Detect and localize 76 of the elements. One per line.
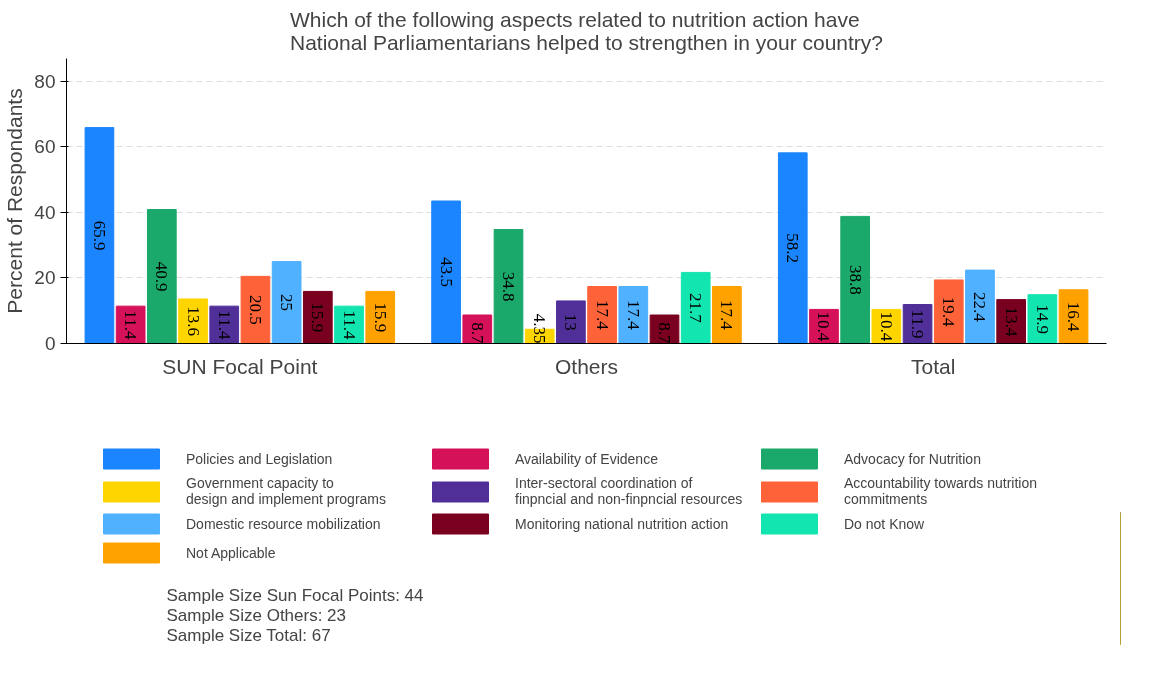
bar bbox=[649, 314, 680, 344]
legend-label: Accountability towards nutrition commitments bbox=[844, 475, 1038, 507]
text: Sample Size Others: 23 bbox=[166, 605, 347, 625]
data-label: 22.4 bbox=[970, 291, 990, 323]
legend-label: Advocacy for Nutrition bbox=[844, 450, 982, 467]
bar bbox=[462, 314, 493, 344]
data-label: 40.9 bbox=[152, 261, 172, 292]
bar bbox=[996, 299, 1027, 344]
data-label: 15.9 bbox=[370, 302, 390, 333]
bar bbox=[365, 290, 396, 344]
bar bbox=[618, 286, 649, 344]
x-tick-label: Total bbox=[910, 354, 956, 378]
legend-label: Domestic resource mobilization bbox=[186, 515, 382, 532]
data-label: 10.4 bbox=[876, 311, 896, 342]
legend-label: Not Applicable bbox=[186, 544, 277, 561]
data-label: 65.9 bbox=[89, 220, 109, 251]
legend-label: Monitoring national nutrition action bbox=[515, 515, 730, 532]
y-tick-label: 60 bbox=[34, 136, 56, 158]
data-label: 17.4 bbox=[717, 300, 737, 331]
bar bbox=[146, 209, 177, 344]
data-label: 11.4 bbox=[339, 310, 359, 340]
bar bbox=[556, 300, 586, 344]
bar bbox=[587, 286, 617, 344]
legend-label: Availability of Evidence bbox=[515, 450, 659, 467]
data-label: 21.7 bbox=[686, 293, 706, 324]
bar bbox=[493, 229, 524, 344]
legend-label: Policies and Legislation bbox=[186, 450, 334, 467]
chart-title: Which of the following aspects related to nutrition action have National Parliamentarians helped to strengthen in your country? bbox=[289, 7, 884, 54]
data-label: 20.5 bbox=[245, 295, 265, 325]
bar bbox=[777, 152, 808, 344]
y-tick-label: 40 bbox=[34, 201, 56, 223]
bar bbox=[240, 275, 271, 344]
data-label: 16.4 bbox=[1064, 301, 1084, 333]
data-label: 15.9 bbox=[308, 302, 328, 333]
legend-label: Inter-sectoral coordination of finpncial and non-finpncial resources bbox=[515, 475, 744, 507]
bar bbox=[1027, 294, 1058, 344]
bar bbox=[271, 261, 302, 344]
data-label: 17.4 bbox=[592, 300, 612, 331]
y-tick-label: 0 bbox=[44, 333, 56, 354]
data-label: 8.7 bbox=[467, 322, 487, 344]
bar bbox=[680, 271, 711, 344]
y-tick-label: 20 bbox=[34, 267, 56, 289]
bar bbox=[302, 290, 333, 344]
data-label: 38.8 bbox=[845, 265, 865, 295]
bar bbox=[933, 279, 964, 344]
data-label: 11.4 bbox=[214, 310, 234, 340]
text: Sample Size Total: 67 bbox=[166, 625, 331, 645]
bar bbox=[178, 298, 208, 344]
data-label: 25 bbox=[277, 294, 297, 312]
data-label: 58.2 bbox=[783, 233, 803, 264]
bar bbox=[431, 200, 461, 344]
data-label: 10.4 bbox=[814, 311, 834, 342]
data-label: 8.7 bbox=[655, 322, 674, 344]
legend-label: Government capacity to design and implement programs bbox=[186, 475, 387, 507]
y-tick-label: 80 bbox=[34, 70, 56, 92]
bar bbox=[1058, 289, 1089, 344]
legend-label: Do not Know bbox=[844, 515, 926, 532]
data-label: 43.5 bbox=[436, 257, 456, 288]
bar bbox=[84, 127, 115, 344]
bar bbox=[840, 215, 871, 344]
data-label: 11.4 bbox=[121, 310, 141, 340]
data-label: 11.9 bbox=[908, 309, 928, 339]
data-label: 13.6 bbox=[183, 306, 203, 337]
text: Sample Size Sun Focal Points: 44 bbox=[166, 585, 424, 605]
data-label: 34.8 bbox=[499, 271, 518, 302]
bar bbox=[965, 269, 995, 344]
data-label: 4.35 bbox=[530, 313, 550, 344]
data-label: 19.4 bbox=[939, 296, 959, 328]
data-label: 13.4 bbox=[1001, 306, 1021, 337]
y-axis-title: Percent of Respondants bbox=[3, 88, 27, 314]
data-label: 13 bbox=[561, 313, 581, 331]
bar bbox=[712, 286, 742, 344]
x-tick-label: SUN Focal Point bbox=[162, 354, 318, 378]
x-tick-label: Others bbox=[554, 354, 619, 378]
data-label: 14.9 bbox=[1032, 304, 1052, 334]
data-label: 17.4 bbox=[623, 300, 643, 331]
